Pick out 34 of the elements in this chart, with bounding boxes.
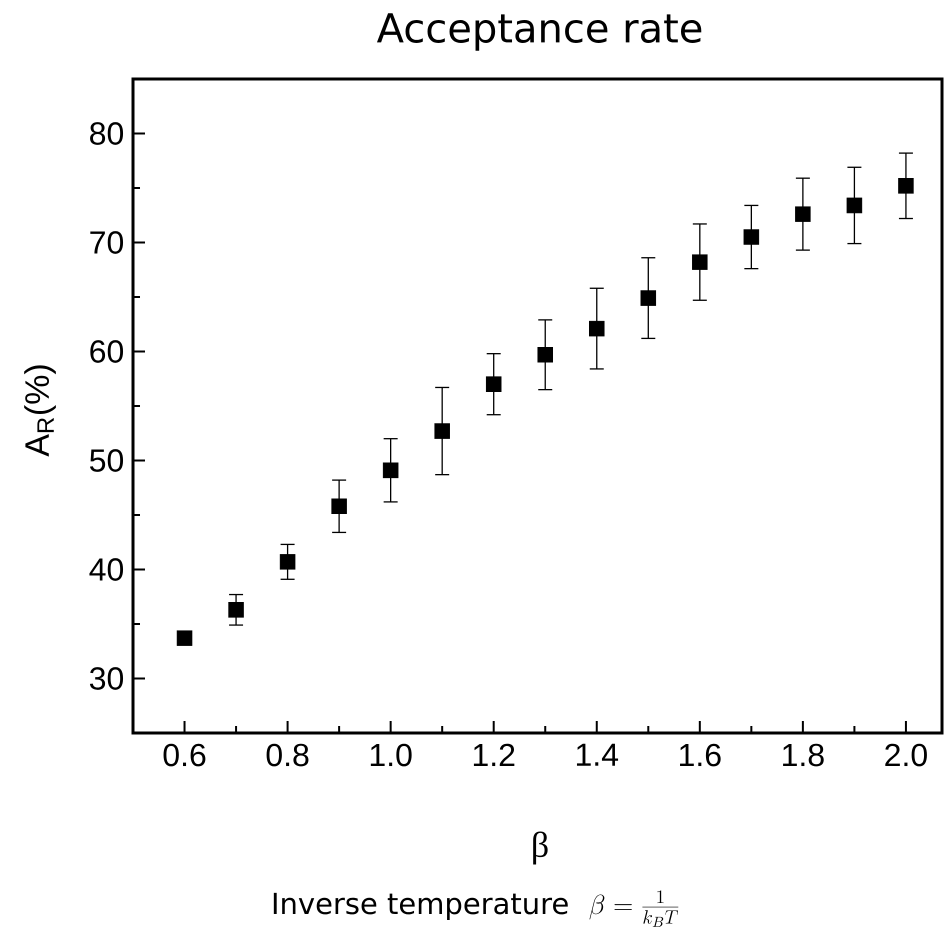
point [692,254,708,270]
x-axis-title: β [533,831,548,864]
chart-title: Acceptance rate [376,13,702,51]
x-tick-label: 1.4 [576,744,618,766]
text: $\beta = \frac{1}{k_{B}T}$ [590,890,678,927]
point [280,554,296,570]
y-tick-label: 80 [90,122,124,145]
point [846,198,862,214]
y-tick-label: 40 [89,558,124,581]
point [795,206,811,222]
point [537,346,554,363]
x-tick-label: 0.8 [266,744,308,766]
point [228,602,244,618]
x-tick-label: 1.0 [370,744,412,766]
y-tick-label: 70 [90,231,124,254]
y-tick-label: 50 [90,449,124,472]
x-tick-label: 0.6 [164,744,206,766]
point [176,630,192,646]
text: Inverse temperature [274,892,568,920]
y-tick-label: 30 [90,667,124,690]
y-tick-label: 60 [90,340,124,363]
y-axis-title: A$_{R}$(%) [24,365,56,457]
point [331,498,347,514]
x-tick-label: 2.0 [885,744,927,766]
x-tick-label: 1.6 [680,744,721,766]
point [898,178,914,194]
point [744,229,760,245]
point [640,290,656,306]
point [486,376,502,392]
x-tick-label: 1.8 [783,744,824,766]
point [588,320,605,336]
point [434,423,450,439]
point [382,462,398,478]
x-tick-label: 1.2 [474,744,514,766]
